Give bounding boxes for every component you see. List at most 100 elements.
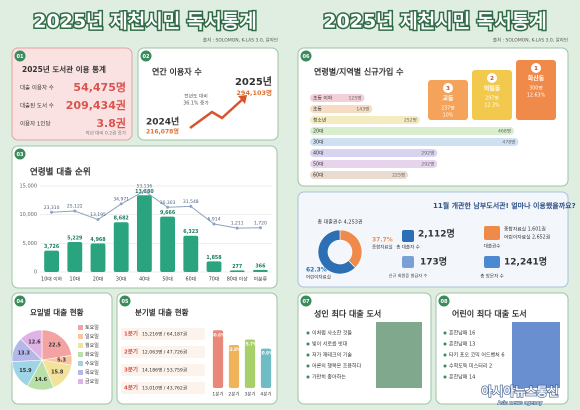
badge xyxy=(14,50,26,62)
bar xyxy=(229,270,245,272)
y-tick-label: 10,000 xyxy=(20,212,38,218)
stat-label: 대출된 도서 수 xyxy=(20,102,54,110)
x-tick-label: 80대 이상 xyxy=(227,276,248,283)
source: 출처 : SOLOMON, K-LAS 3.0, 알라딘 xyxy=(203,37,278,44)
podium-block xyxy=(472,70,512,120)
book-cover xyxy=(376,322,422,388)
x-tick-label: 미분류 xyxy=(254,276,268,283)
x-tick-label: 4분기 xyxy=(260,391,271,398)
legend-swatch xyxy=(78,361,83,366)
line-label: 30,303 xyxy=(160,200,176,206)
pie-slice xyxy=(41,329,72,361)
badge-number: 02 xyxy=(143,54,150,60)
x-tick-label: 60대 xyxy=(186,276,197,283)
book-title: 흔한남매 14 xyxy=(449,374,475,381)
line-point xyxy=(96,218,100,222)
slice-label: 12.6 xyxy=(28,340,41,346)
bar xyxy=(310,171,409,179)
x-tick-label: 40대 xyxy=(139,276,150,283)
bar xyxy=(160,216,176,272)
bar-label: 1,858 xyxy=(206,255,222,261)
bar-category: 60대 xyxy=(313,172,324,179)
badge-number: 07 xyxy=(303,299,310,305)
stat-value: 2,112명 xyxy=(418,228,455,240)
chart-title: 요일별 대출 현황 xyxy=(30,307,84,317)
icon xyxy=(484,226,500,240)
legend-label: 금요일 xyxy=(85,378,99,385)
bar xyxy=(44,250,60,272)
bar-category: 50대 xyxy=(313,161,324,168)
bar xyxy=(212,330,224,388)
podium-block xyxy=(428,80,468,120)
legend-swatch xyxy=(78,379,83,384)
stat-value: 209,434권 xyxy=(66,99,126,112)
panel-title: 어린이 최다 대출 도서 xyxy=(452,309,527,319)
total-loans: 총 대출권수 4,253권 xyxy=(317,219,362,226)
bar xyxy=(244,339,256,388)
bullet xyxy=(443,364,447,368)
panel-usage xyxy=(11,47,133,141)
chart-title: 분기별 대출 현황 xyxy=(135,307,189,317)
bar-label: 5,229 xyxy=(67,236,83,242)
bar xyxy=(136,195,152,272)
donut-label: 37.7% xyxy=(372,237,393,244)
podium-share: 10% xyxy=(443,113,454,119)
bar xyxy=(310,127,515,135)
bar-label: 225명 xyxy=(392,172,405,179)
bar-label: 8,682 xyxy=(114,216,129,222)
bar xyxy=(113,222,129,272)
bar-label: 125명 xyxy=(349,95,362,102)
y-tick-label: 15,000 xyxy=(20,184,38,190)
legend-swatch xyxy=(78,325,83,330)
line-point xyxy=(212,222,216,226)
watermark: 아시아뉴스통신 xyxy=(481,384,558,399)
bar-label: 292명 xyxy=(421,150,434,157)
stat-label: 이용자 1인당 xyxy=(20,120,51,128)
icon xyxy=(402,256,414,268)
badge xyxy=(14,295,26,307)
line-point xyxy=(119,202,123,206)
year: 2025년 xyxy=(235,75,272,88)
bar xyxy=(310,116,420,124)
bar-label: 277 xyxy=(232,264,242,270)
icon xyxy=(402,230,414,242)
line-point xyxy=(235,226,239,230)
bar-label: 9,666 xyxy=(160,210,176,216)
bar-label: 468명 xyxy=(498,128,511,135)
book-title: 어른의 행복은 조용하다 xyxy=(312,363,362,370)
bar-label: 3,726 xyxy=(44,244,60,250)
slice-label: 14.6 xyxy=(35,377,48,383)
line-label: 13,195 xyxy=(90,212,106,218)
bar-label: 478명 xyxy=(502,139,515,146)
legend-swatch xyxy=(78,343,83,348)
stat-label: 대출권수 xyxy=(484,243,501,250)
chart-title: 연령별/지역별 신규가입 수 xyxy=(314,67,404,77)
book-title: 이처럼 사소한 것들 xyxy=(312,330,352,337)
book-title: 가만히 좋아하는 xyxy=(312,374,346,381)
book-title: 저가 재테크의 기술 xyxy=(312,352,352,359)
table-row xyxy=(121,346,205,358)
bar-label: 6,323 xyxy=(183,229,198,235)
x-tick-label: 50대 xyxy=(162,276,173,283)
quarter-value: 15,216명 / 64,187권 xyxy=(142,331,187,338)
bar-label: 22.8% xyxy=(227,347,241,352)
podium-name: 화산동 xyxy=(528,75,545,83)
stat-label: 대출 이용자 수 xyxy=(20,84,54,92)
stat-value: 54,475명 xyxy=(73,80,126,94)
legend-label: 토요일 xyxy=(85,324,99,331)
stat-label: 신규 회원증 발급자 수 xyxy=(389,272,428,279)
line xyxy=(51,190,261,229)
panel-title: 연간 이용자 수 xyxy=(152,67,202,77)
line-point xyxy=(258,226,262,230)
line-label: 1,720 xyxy=(254,220,267,226)
x-tick-label: 10대 xyxy=(70,276,81,283)
chart-title: 연령별 대출 순위 xyxy=(30,167,91,178)
y-tick-label: 5,000 xyxy=(23,241,37,247)
panel-title: 11월 개관한 남부도서관! 얼마나 이용했을까요? xyxy=(433,201,576,210)
line-point xyxy=(142,189,146,193)
badge xyxy=(300,295,312,307)
bar-category: 20대 xyxy=(313,128,324,135)
x-tick-label: 1분기 xyxy=(212,391,223,398)
line-label: 25,122 xyxy=(67,203,83,209)
